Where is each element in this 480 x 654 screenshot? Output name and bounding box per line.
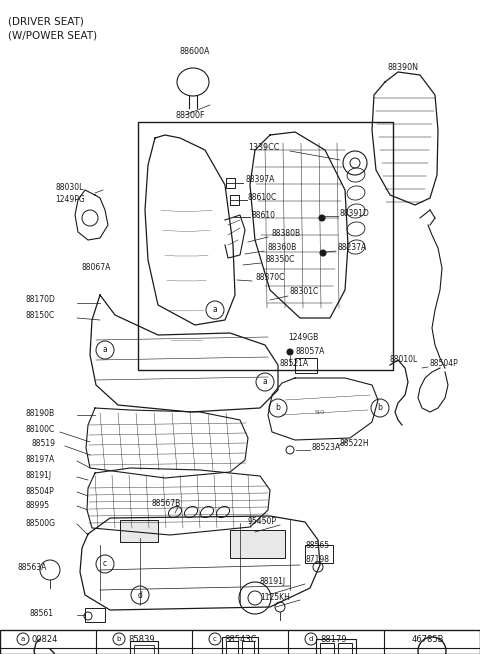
Text: 88397A: 88397A (246, 175, 276, 184)
Text: 88391D: 88391D (340, 209, 370, 218)
Text: 88610C: 88610C (248, 192, 277, 201)
Text: 88300F: 88300F (176, 111, 205, 120)
Bar (305, 545, 333, 563)
Text: a: a (103, 345, 108, 354)
Text: 88030L: 88030L (55, 184, 84, 192)
Text: 88565: 88565 (305, 540, 329, 549)
Bar (226, 178, 235, 188)
Text: 95450P: 95450P (247, 517, 276, 526)
Bar (222, 637, 258, 654)
Text: 1249PG: 1249PG (55, 196, 85, 205)
Text: 88522H: 88522H (340, 438, 370, 447)
Text: 88600A: 88600A (179, 48, 209, 56)
Text: 88504P: 88504P (25, 487, 54, 496)
Text: d: d (138, 591, 143, 600)
Text: a: a (213, 305, 217, 315)
Text: 88301C: 88301C (290, 288, 319, 296)
Text: c: c (213, 636, 217, 642)
Text: 88390N: 88390N (388, 63, 419, 73)
Text: 88191J: 88191J (25, 472, 51, 481)
Text: 88350C: 88350C (265, 256, 294, 264)
Text: a: a (21, 636, 25, 642)
Text: 88563A: 88563A (18, 562, 48, 572)
Text: 88567B: 88567B (152, 500, 181, 509)
Text: d: d (309, 636, 313, 642)
Text: 88500G: 88500G (25, 519, 55, 528)
Text: 88519: 88519 (32, 439, 56, 449)
Text: 88067A: 88067A (82, 264, 111, 273)
Text: 88237A: 88237A (338, 243, 367, 252)
Text: a: a (263, 377, 267, 387)
Text: 88561: 88561 (30, 610, 54, 619)
Text: b: b (276, 404, 280, 413)
Text: 88504P: 88504P (430, 360, 459, 368)
Text: 88179: 88179 (320, 634, 347, 644)
Text: 88995: 88995 (25, 500, 49, 509)
Bar (0, 630, 480, 654)
Text: 88170D: 88170D (25, 296, 55, 305)
Text: 88360B: 88360B (268, 243, 297, 252)
Circle shape (287, 349, 293, 355)
Bar (134, 645, 154, 654)
Text: c: c (103, 560, 107, 568)
Text: 85839: 85839 (128, 634, 155, 644)
Text: 88010L: 88010L (390, 356, 418, 364)
Text: 88057A: 88057A (295, 347, 324, 356)
Bar (85, 608, 105, 622)
Bar (130, 641, 158, 654)
Text: 88521A: 88521A (280, 358, 309, 368)
Text: 88543C: 88543C (224, 634, 256, 644)
Text: 88523A: 88523A (312, 443, 341, 453)
Bar (338, 643, 352, 654)
Bar (242, 641, 254, 654)
Text: 88610: 88610 (252, 211, 276, 220)
Bar (138, 122, 393, 370)
Bar (320, 643, 334, 654)
Text: 87198: 87198 (305, 555, 329, 564)
Text: 46785B: 46785B (412, 634, 444, 644)
Text: 88370C: 88370C (255, 273, 284, 283)
Bar (295, 358, 317, 373)
Text: b: b (378, 404, 383, 413)
Text: 88191J: 88191J (260, 577, 286, 587)
Text: 1339CC: 1339CC (248, 143, 279, 152)
Bar (230, 530, 285, 558)
Text: 88190B: 88190B (25, 409, 54, 417)
Text: (W/POWER SEAT): (W/POWER SEAT) (8, 31, 97, 41)
Text: 88150C: 88150C (25, 311, 54, 320)
Text: SLO: SLO (315, 409, 325, 415)
Bar (230, 195, 239, 205)
Bar (226, 641, 238, 654)
Text: 88100C: 88100C (25, 426, 54, 434)
Text: 1249GB: 1249GB (288, 334, 318, 343)
Bar (316, 639, 356, 654)
Text: b: b (117, 636, 121, 642)
Text: 88380B: 88380B (272, 228, 301, 237)
Text: 88197A: 88197A (25, 455, 54, 464)
Circle shape (320, 250, 326, 256)
Circle shape (319, 215, 325, 221)
Text: (DRIVER SEAT): (DRIVER SEAT) (8, 17, 84, 27)
Text: 00824: 00824 (32, 634, 59, 644)
Bar (120, 520, 158, 542)
Text: 1125KH: 1125KH (260, 593, 290, 602)
